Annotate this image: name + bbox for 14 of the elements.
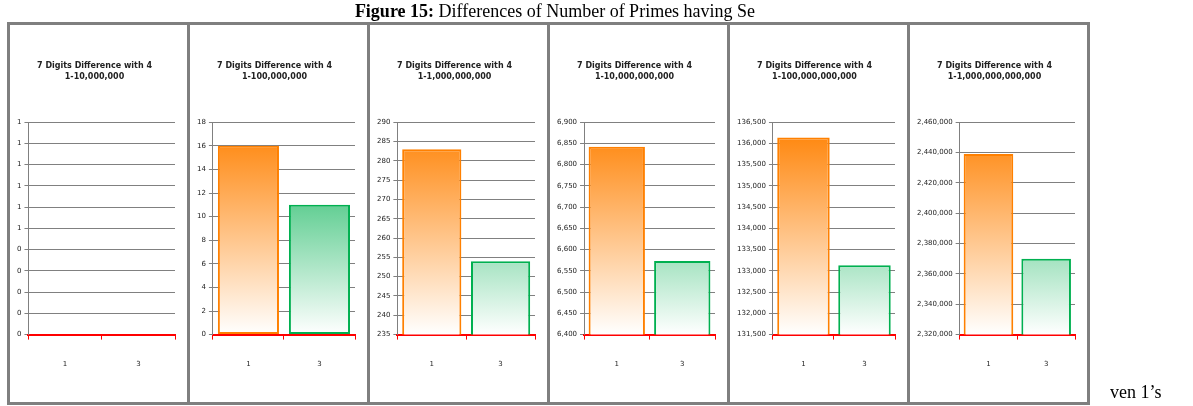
caption: Figure 15: Differences of Number of Primes having Se (353, 0, 757, 22)
chart-subtitle: 1-1,000,000,000 (417, 72, 492, 82)
chart-title: 7 Digits Difference with 4 (757, 60, 873, 70)
chart-title: 7 Digits Difference with 4 (217, 60, 333, 70)
chart-title: 7 Digits Difference with 4 (577, 60, 693, 70)
chart-subtitle: 1-100,000,000,000 (772, 72, 858, 82)
text: ven 1’s (1110, 381, 1162, 403)
chart-subtitle: 1-10,000,000 (64, 72, 125, 82)
chart-subtitle: 1-10,000,000,000 (594, 72, 675, 82)
chart-subtitle: 1-100,000,000 (241, 72, 308, 82)
chart-subtitle: 1-1,000,000,000,000 (947, 72, 1042, 82)
chart-title: 7 Digits Difference with 4 (397, 60, 513, 70)
chart-title: 7 Digits Difference with 4 (37, 60, 153, 70)
chart-title: 7 Digits Difference with 4 (937, 60, 1053, 70)
